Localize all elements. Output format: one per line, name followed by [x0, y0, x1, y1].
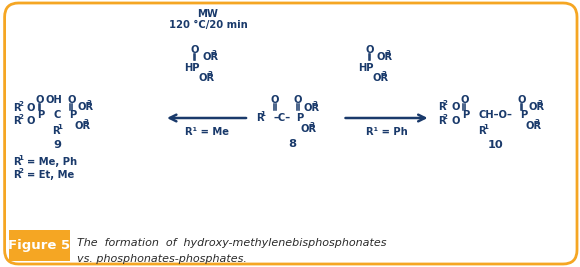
Text: O: O — [27, 103, 35, 113]
Text: 1: 1 — [260, 111, 266, 117]
Bar — [9, 230, 70, 261]
Text: R: R — [478, 126, 486, 136]
Text: 8: 8 — [288, 139, 296, 149]
Text: R¹ = Me: R¹ = Me — [184, 127, 229, 137]
Text: O: O — [518, 95, 527, 105]
Text: O: O — [191, 45, 200, 55]
Text: R: R — [52, 126, 60, 136]
Text: 9: 9 — [53, 140, 61, 150]
Text: OH: OH — [45, 95, 62, 105]
Text: MW: MW — [198, 9, 219, 19]
Text: vs. phosphonates-phosphates.: vs. phosphonates-phosphates. — [77, 254, 247, 264]
Text: HP: HP — [358, 63, 374, 73]
Text: O: O — [451, 102, 460, 112]
Text: O: O — [293, 95, 302, 105]
Text: R¹ = Ph: R¹ = Ph — [365, 127, 407, 137]
Text: R: R — [438, 116, 446, 126]
Text: The  formation  of  hydroxy-methylenebisphosphonates: The formation of hydroxy-methylenebispho… — [77, 238, 387, 248]
Text: OR: OR — [525, 121, 541, 131]
Text: C: C — [53, 110, 61, 120]
Text: O: O — [365, 45, 374, 55]
Text: P: P — [296, 113, 303, 123]
Text: 2: 2 — [382, 71, 386, 77]
Text: –C–: –C– — [274, 113, 291, 123]
Text: O: O — [271, 95, 279, 105]
Text: O: O — [35, 95, 44, 105]
Text: 2: 2 — [18, 168, 23, 174]
Text: R: R — [13, 170, 21, 180]
Text: = Et, Me: = Et, Me — [27, 170, 74, 180]
Text: = Me, Ph: = Me, Ph — [27, 157, 77, 167]
Text: 1: 1 — [18, 155, 23, 161]
Text: P: P — [462, 110, 470, 120]
Text: 2: 2 — [211, 50, 216, 56]
Text: O: O — [460, 95, 469, 105]
Text: R: R — [13, 116, 21, 126]
Text: R: R — [13, 103, 21, 113]
Text: P: P — [70, 110, 77, 120]
Text: 2: 2 — [313, 101, 318, 107]
Text: 120 °C/20 min: 120 °C/20 min — [169, 20, 248, 30]
Text: HP: HP — [184, 63, 200, 73]
Text: 1: 1 — [57, 124, 62, 130]
Text: 2: 2 — [534, 119, 539, 125]
Text: 2: 2 — [18, 101, 23, 107]
FancyBboxPatch shape — [5, 3, 577, 264]
Text: 1: 1 — [483, 124, 488, 130]
Text: 2: 2 — [86, 100, 91, 106]
Text: OR: OR — [198, 73, 214, 83]
Text: CH–O–: CH–O– — [478, 110, 512, 120]
Text: O: O — [451, 116, 460, 126]
Text: 2: 2 — [537, 100, 542, 106]
Text: OR: OR — [301, 124, 317, 134]
Text: 2: 2 — [443, 100, 448, 106]
Text: R: R — [438, 102, 446, 112]
Text: OR: OR — [304, 103, 320, 113]
Text: OR: OR — [528, 102, 544, 112]
Text: OR: OR — [74, 121, 90, 131]
Text: 2: 2 — [84, 119, 88, 125]
Text: 2: 2 — [310, 122, 315, 128]
Text: Figure 5: Figure 5 — [9, 239, 71, 252]
Text: 2: 2 — [18, 114, 23, 120]
Text: R: R — [256, 113, 263, 123]
Text: OR: OR — [372, 73, 389, 83]
Text: OR: OR — [77, 102, 93, 112]
Text: 2: 2 — [386, 50, 390, 56]
Text: OR: OR — [376, 52, 393, 62]
Text: OR: OR — [202, 52, 218, 62]
Text: 2: 2 — [207, 71, 212, 77]
Text: O: O — [67, 95, 75, 105]
Text: P: P — [38, 110, 45, 120]
Text: 10: 10 — [487, 140, 503, 150]
Text: R: R — [13, 157, 21, 167]
Text: 2: 2 — [443, 114, 448, 120]
Text: O: O — [27, 116, 35, 126]
Text: P: P — [520, 110, 527, 120]
